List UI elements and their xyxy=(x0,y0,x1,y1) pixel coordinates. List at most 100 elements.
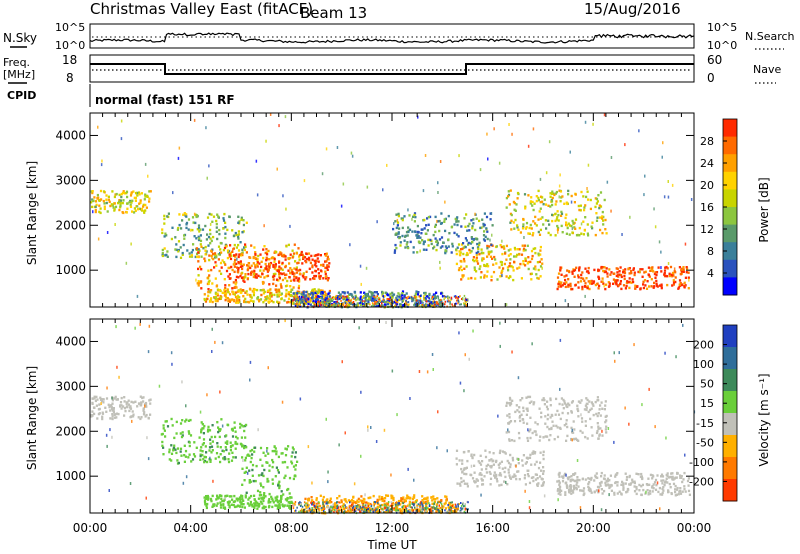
heatmap-cell xyxy=(197,255,200,259)
heatmap-cell xyxy=(267,249,270,253)
heatmap-cell xyxy=(234,456,237,459)
heatmap-cell xyxy=(329,300,332,303)
heatmap-cell xyxy=(553,193,556,197)
heatmap-cell xyxy=(428,502,430,505)
heatmap-cell xyxy=(563,275,566,278)
heatmap-cell xyxy=(628,277,631,280)
heatmap-cell xyxy=(297,277,301,280)
heatmap-cell xyxy=(228,298,231,301)
heatmap-cell xyxy=(328,295,331,298)
heatmap-cell xyxy=(99,189,103,193)
heatmap-cell xyxy=(220,497,223,501)
heatmap-cell xyxy=(208,164,210,168)
heatmap-cell xyxy=(428,303,430,306)
heatmap-cell xyxy=(115,192,118,196)
heatmap-cell xyxy=(467,241,470,245)
heatmap-cell xyxy=(532,479,535,483)
heatmap-cell xyxy=(125,211,128,214)
heatmap-cell xyxy=(638,129,640,133)
heatmap-cell xyxy=(279,272,282,275)
heatmap-cell xyxy=(528,232,531,235)
heatmap-cell xyxy=(244,273,247,276)
heatmap-cell xyxy=(293,275,296,278)
heatmap-cell xyxy=(620,483,623,486)
heatmap-cell xyxy=(570,485,573,488)
heatmap-cell xyxy=(348,506,351,509)
heatmap-cell xyxy=(230,459,234,462)
heatmap-cell xyxy=(274,272,277,276)
heatmap-cell xyxy=(313,259,316,263)
heatmap-cell xyxy=(522,223,525,226)
heatmap-cell xyxy=(223,294,226,297)
heatmap-cell xyxy=(397,214,400,218)
heatmap-cell xyxy=(266,449,268,453)
heatmap-cell xyxy=(303,501,306,504)
heatmap-cell xyxy=(287,243,290,247)
heatmap-cell xyxy=(346,302,348,305)
heatmap-cell xyxy=(462,257,466,261)
heatmap-cell xyxy=(482,234,486,237)
heatmap-cell xyxy=(303,508,306,511)
heatmap-cell xyxy=(130,415,133,418)
heatmap-cell xyxy=(195,446,198,449)
heatmap-cell xyxy=(215,222,218,226)
heatmap-cell xyxy=(308,293,311,296)
heatmap-cell xyxy=(267,300,270,303)
heatmap-cell xyxy=(541,216,544,219)
heatmap-cell xyxy=(289,285,292,288)
heatmap-cell xyxy=(404,235,407,238)
heatmap-cell xyxy=(118,375,120,379)
heatmap-cell xyxy=(204,224,207,228)
heatmap-cell xyxy=(240,424,243,427)
heatmap-cell xyxy=(519,262,522,266)
heatmap-cell xyxy=(639,269,641,273)
heatmap-cell xyxy=(244,496,247,499)
heatmap-cell xyxy=(684,242,687,246)
heatmap-cell xyxy=(113,195,116,199)
heatmap-cell xyxy=(244,470,247,474)
heatmap-cell xyxy=(632,268,635,271)
heatmap-cell xyxy=(125,190,129,193)
heatmap-cell xyxy=(206,216,210,219)
heatmap-cell xyxy=(229,257,233,261)
heatmap-cell xyxy=(600,480,603,484)
heatmap-cell xyxy=(461,462,464,465)
heatmap-cell xyxy=(495,459,498,463)
heatmap-cell xyxy=(631,278,634,281)
heatmap-cell xyxy=(301,262,304,265)
heatmap-cell xyxy=(232,456,235,459)
heatmap-cell xyxy=(458,253,461,256)
heatmap-cell xyxy=(401,293,404,297)
heatmap-cell xyxy=(261,506,264,510)
heatmap-cell xyxy=(549,233,552,237)
heatmap-cell xyxy=(144,404,146,408)
heatmap-cell xyxy=(590,407,593,410)
heatmap-cell xyxy=(635,488,638,491)
heatmap-cell xyxy=(576,404,579,407)
heatmap-cell xyxy=(133,207,136,210)
heatmap-cell xyxy=(217,253,220,256)
heatmap-cell xyxy=(541,196,544,199)
heatmap-cell xyxy=(444,229,447,233)
heatmap-cell xyxy=(558,488,561,492)
heatmap-cell xyxy=(201,423,204,426)
heatmap-cell xyxy=(328,501,331,504)
heatmap-cell xyxy=(572,420,575,423)
heatmap-cell xyxy=(504,466,507,470)
heatmap-cell xyxy=(505,480,507,484)
heatmap-cell xyxy=(600,265,603,269)
heatmap-cell xyxy=(120,407,123,410)
heatmap-cell xyxy=(629,215,631,219)
heatmap-cell xyxy=(542,223,545,226)
heatmap-cell xyxy=(621,233,623,236)
heatmap-cell xyxy=(389,298,391,301)
heatmap-cell xyxy=(674,484,677,488)
heatmap-cell xyxy=(265,248,268,251)
heatmap-cell xyxy=(616,267,619,271)
heatmap-cell xyxy=(474,481,477,484)
heatmap-cell xyxy=(662,489,665,492)
heatmap-cell xyxy=(321,292,324,295)
heatmap-cell xyxy=(219,460,222,464)
heatmap-cell xyxy=(205,250,208,253)
heatmap-cell xyxy=(207,294,210,297)
